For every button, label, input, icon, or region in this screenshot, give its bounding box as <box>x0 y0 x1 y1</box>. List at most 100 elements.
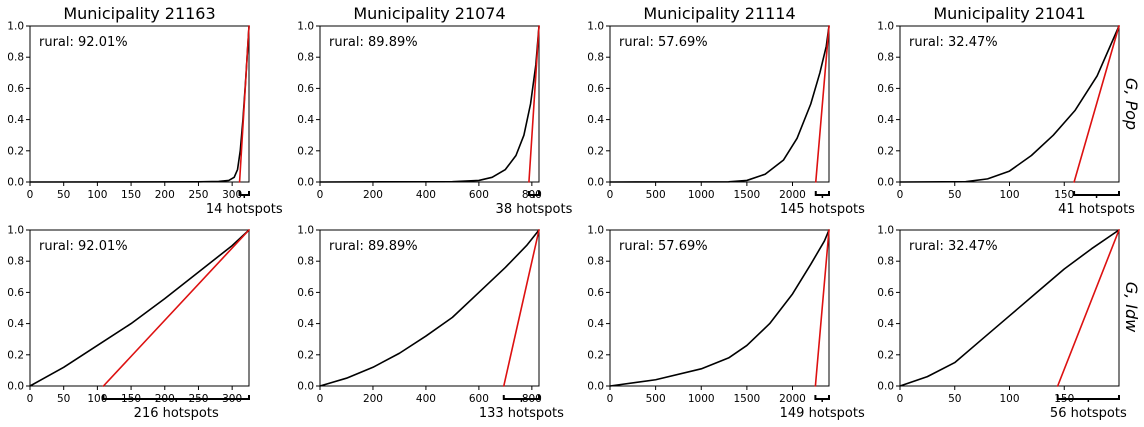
x-tick-label: 0 <box>607 393 614 405</box>
rural-annotation: rural: 57.69% <box>619 35 708 50</box>
y-tick-label: 1.0 <box>297 21 314 33</box>
x-tick-label: 250 <box>188 189 208 201</box>
hotspots-label: 14 hotspots <box>206 202 283 217</box>
y-tick-label: 0.8 <box>587 52 604 64</box>
y-tick-label: 0.2 <box>297 145 314 157</box>
x-tick-label: 50 <box>57 189 70 201</box>
subplot-1-0: 0.00.20.40.60.81.00 50 100 150 200 250 300rura… <box>7 225 250 421</box>
x-tick-label: 200 <box>363 393 383 405</box>
x-tick-label: 200 <box>363 189 383 201</box>
subplot-title: Municipality 21114 <box>643 4 795 23</box>
rural-annotation: rural: 92.01% <box>39 35 128 50</box>
y-tick-label: 0.2 <box>297 349 314 361</box>
hotspot-line <box>528 25 540 183</box>
lorenz-curve <box>609 229 830 387</box>
y-tick-label: 0.8 <box>297 52 314 64</box>
lorenz-curve <box>319 229 540 387</box>
x-tick-label: 100 <box>87 393 107 405</box>
x-tick-label: 1500 <box>734 393 761 405</box>
hotspots-label: 41 hotspots <box>1058 202 1135 217</box>
hotspot-bracket <box>814 191 830 196</box>
y-tick-label: 0.6 <box>7 287 24 299</box>
x-tick-label: 0 <box>317 393 324 405</box>
x-tick-label: 0 <box>897 393 904 405</box>
x-tick-label: 500 <box>646 393 666 405</box>
lorenz-curve <box>319 25 540 183</box>
hotspots-label: 56 hotspots <box>1050 406 1127 421</box>
y-tick-label: 0.4 <box>7 318 24 330</box>
x-tick-label: 50 <box>948 393 961 405</box>
x-tick-label: 600 <box>469 393 489 405</box>
rural-annotation: rural: 32.47% <box>909 239 998 254</box>
y-tick-label: 0.4 <box>877 318 894 330</box>
x-tick-label: 0 <box>607 189 614 201</box>
lorenz-curve <box>899 25 1120 183</box>
y-tick-label: 0.8 <box>297 256 314 268</box>
y-tick-label: 0.0 <box>7 177 24 189</box>
x-tick-label: 500 <box>646 189 666 201</box>
hotspots-label: 149 hotspots <box>780 406 865 421</box>
y-tick-label: 1.0 <box>7 21 24 33</box>
y-tick-label: 0.0 <box>587 177 604 189</box>
x-tick-label: 0 <box>317 189 324 201</box>
x-tick-label: 0 <box>27 393 34 405</box>
y-tick-label: 0.6 <box>587 287 604 299</box>
rural-annotation: rural: 92.01% <box>39 239 128 254</box>
y-tick-label: 0.4 <box>297 318 314 330</box>
x-tick-label: 200 <box>155 189 175 201</box>
x-tick-label: 1500 <box>734 189 761 201</box>
y-tick-label: 0.2 <box>877 349 894 361</box>
y-tick-label: 1.0 <box>877 225 894 237</box>
x-tick-label: 100 <box>999 189 1019 201</box>
y-tick-label: 1.0 <box>587 21 604 33</box>
hotspot-line <box>1073 25 1120 183</box>
rural-annotation: rural: 89.89% <box>329 35 418 50</box>
subplot-title: Municipality 21074 <box>353 4 505 23</box>
y-tick-label: 0.2 <box>587 349 604 361</box>
x-tick-label: 50 <box>948 189 961 201</box>
x-tick-label: 400 <box>416 189 436 201</box>
row-label-top: G, Pop <box>1122 78 1141 130</box>
y-tick-label: 1.0 <box>877 21 894 33</box>
y-tick-label: 0.4 <box>877 114 894 126</box>
x-tick-label: 300 <box>222 189 242 201</box>
x-tick-label: 0 <box>897 189 904 201</box>
y-tick-label: 0.0 <box>297 381 314 393</box>
x-tick-label: 150 <box>1054 189 1074 201</box>
lorenz-curve <box>899 229 1120 387</box>
y-tick-label: 0.6 <box>7 83 24 95</box>
y-tick-label: 0.6 <box>877 287 894 299</box>
y-tick-label: 0.6 <box>297 287 314 299</box>
y-tick-label: 0.6 <box>297 83 314 95</box>
y-tick-label: 0.8 <box>7 256 24 268</box>
x-tick-label: 2000 <box>779 189 806 201</box>
y-tick-label: 0.4 <box>297 114 314 126</box>
y-tick-label: 0.0 <box>587 381 604 393</box>
hotspot-line <box>102 229 250 387</box>
y-tick-label: 0.2 <box>587 145 604 157</box>
y-tick-label: 0.4 <box>587 114 604 126</box>
lorenz-curve <box>29 229 250 387</box>
subplot-0-1: 0.00.20.40.60.81.00 200 400 600 800Municipal… <box>297 4 572 217</box>
hotspots-label: 145 hotspots <box>780 202 865 217</box>
hotspots-label: 216 hotspots <box>134 406 219 421</box>
axes-frame <box>609 229 830 387</box>
y-tick-label: 0.2 <box>877 145 894 157</box>
y-tick-label: 1.0 <box>587 225 604 237</box>
y-tick-label: 0.8 <box>7 52 24 64</box>
hotspot-bracket <box>1073 191 1120 196</box>
x-tick-label: 100 <box>999 393 1019 405</box>
hotspot-line <box>814 229 830 387</box>
hotspot-line <box>502 229 540 387</box>
x-tick-label: 2000 <box>779 393 806 405</box>
y-tick-label: 0.0 <box>297 177 314 189</box>
y-tick-label: 0.2 <box>7 145 24 157</box>
hotspot-line <box>238 25 250 183</box>
x-tick-label: 600 <box>469 189 489 201</box>
y-tick-label: 0.8 <box>587 256 604 268</box>
y-tick-label: 0.0 <box>7 381 24 393</box>
y-tick-label: 0.8 <box>877 52 894 64</box>
